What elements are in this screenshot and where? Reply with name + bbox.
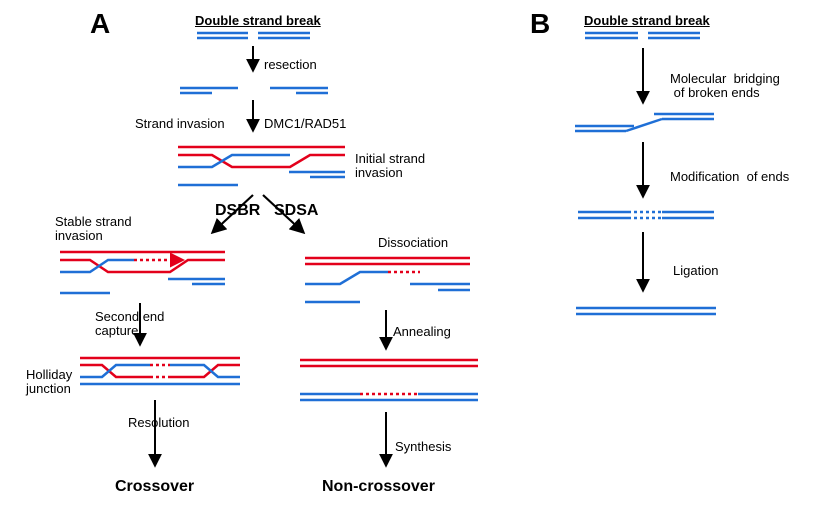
b4-ligated bbox=[576, 308, 716, 314]
dsbr-1 bbox=[60, 252, 225, 293]
a1-dsb bbox=[197, 33, 310, 38]
b1-dsb bbox=[585, 33, 700, 38]
a2-resected bbox=[180, 88, 328, 93]
sdsa-1 bbox=[305, 258, 470, 302]
sdsa-anneal bbox=[300, 360, 478, 400]
b3-mod bbox=[578, 212, 714, 218]
b2-bridge bbox=[575, 114, 714, 131]
dsbr-holliday bbox=[80, 358, 240, 384]
arrow-dsbr bbox=[213, 195, 253, 232]
diagram-svg bbox=[0, 0, 830, 522]
arrow-sdsa bbox=[263, 195, 303, 232]
a3-invasion bbox=[178, 147, 345, 185]
